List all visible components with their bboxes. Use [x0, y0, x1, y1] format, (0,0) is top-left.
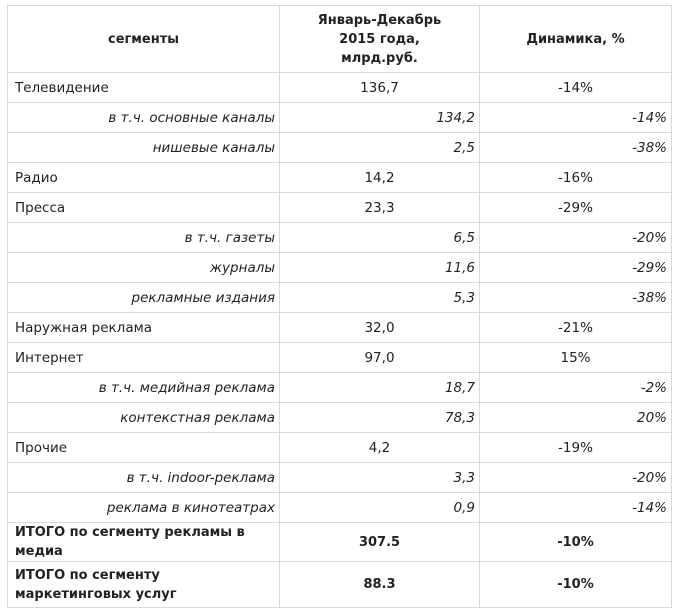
segment-cell: Радио	[7, 162, 280, 193]
segment-cell: Прочие	[7, 432, 280, 463]
segment-cell: реклама в кинотеатрах	[7, 492, 280, 523]
table-row: в т.ч. indoor-реклама 3,3 -20%	[7, 462, 672, 493]
value-cell: 5,3	[279, 282, 480, 313]
dynamics-cell: -20%	[479, 462, 672, 493]
table-row: рекламные издания 5,3 -38%	[7, 282, 672, 313]
table-row: нишевые каналы 2,5 -38%	[7, 132, 672, 163]
segment-cell: в т.ч. основные каналы	[7, 102, 280, 133]
segment-cell: Интернет	[7, 342, 280, 373]
dynamics-cell: -29%	[479, 192, 672, 223]
header-period-line3: млрд.руб.	[341, 50, 418, 66]
value-cell: 307.5	[279, 522, 480, 562]
segment-cell: журналы	[7, 252, 280, 283]
table-row: контекстная реклама 78,3 20%	[7, 402, 672, 433]
table-row: Радио 14,2 -16%	[7, 162, 672, 193]
dynamics-cell: -10%	[479, 561, 672, 608]
table-row: Интернет 97,0 15%	[7, 342, 672, 373]
dynamics-cell: -38%	[479, 282, 672, 313]
dynamics-cell: 20%	[479, 402, 672, 433]
value-cell: 6,5	[279, 222, 480, 253]
table-row: журналы 11,6 -29%	[7, 252, 672, 283]
dynamics-cell: 15%	[479, 342, 672, 373]
dynamics-cell: -2%	[479, 372, 672, 403]
dynamics-cell: -14%	[479, 72, 672, 103]
table-body: Телевидение 136,7 -14% в т.ч. основные кана…	[7, 72, 672, 608]
value-cell: 23,3	[279, 192, 480, 223]
value-cell: 2,5	[279, 132, 480, 163]
segment-cell: в т.ч. медийная реклама	[7, 372, 280, 403]
value-cell: 134,2	[279, 102, 480, 133]
value-cell: 11,6	[279, 252, 480, 283]
segment-cell: рекламные издания	[7, 282, 280, 313]
table-row: в т.ч. основные каналы 134,2 -14%	[7, 102, 672, 133]
dynamics-cell: -21%	[479, 312, 672, 343]
segment-cell: Пресса	[7, 192, 280, 223]
header-period: Январь-Декабрь 2015 года, млрд.руб.	[279, 5, 480, 73]
dynamics-cell: -20%	[479, 222, 672, 253]
value-cell: 32,0	[279, 312, 480, 343]
value-cell: 88.3	[279, 561, 480, 608]
dynamics-cell: -10%	[479, 522, 672, 562]
header-dynamics: Динамика, %	[479, 5, 672, 73]
segment-cell: контекстная реклама	[7, 402, 280, 433]
ad-market-table: сегменты Январь-Декабрь 2015 года, млрд.…	[7, 5, 672, 608]
dynamics-cell: -29%	[479, 252, 672, 283]
value-cell: 136,7	[279, 72, 480, 103]
dynamics-cell: -19%	[479, 432, 672, 463]
value-cell: 0,9	[279, 492, 480, 523]
table-row: Наружная реклама 32,0 -21%	[7, 312, 672, 343]
segment-cell: ИТОГО по сегменту рекламы в медиа	[7, 522, 280, 562]
dynamics-cell: -14%	[479, 102, 672, 133]
header-period-line2: 2015 года,	[339, 31, 420, 47]
segment-cell: в т.ч. газеты	[7, 222, 280, 253]
table-row: ИТОГО по сегменту рекламы в медиа 307.5 -1…	[7, 522, 672, 562]
table-row: в т.ч. медийная реклама 18,7 -2%	[7, 372, 672, 403]
segment-cell: Телевидение	[7, 72, 280, 103]
table-row: Телевидение 136,7 -14%	[7, 72, 672, 103]
value-cell: 3,3	[279, 462, 480, 493]
header-period-line1: Январь-Декабрь	[317, 12, 442, 28]
segment-cell: ИТОГО по сегменту маркетинговых услуг	[7, 561, 280, 608]
dynamics-cell: -38%	[479, 132, 672, 163]
value-cell: 14,2	[279, 162, 480, 193]
table-row: реклама в кинотеатрах 0,9 -14%	[7, 492, 672, 523]
value-cell: 4,2	[279, 432, 480, 463]
segment-cell: нишевые каналы	[7, 132, 280, 163]
segment-cell: в т.ч. indoor-реклама	[7, 462, 280, 493]
header-segment: сегменты	[7, 5, 280, 73]
table-row: Пресса 23,3 -29%	[7, 192, 672, 223]
table-row: Прочие 4,2 -19%	[7, 432, 672, 463]
table-row: в т.ч. газеты 6,5 -20%	[7, 222, 672, 253]
table-header-row: сегменты Январь-Декабрь 2015 года, млрд.…	[7, 5, 672, 73]
value-cell: 18,7	[279, 372, 480, 403]
dynamics-cell: -14%	[479, 492, 672, 523]
segment-cell: Наружная реклама	[7, 312, 280, 343]
value-cell: 97,0	[279, 342, 480, 373]
table-row: ИТОГО по сегменту маркетинговых услуг 88.…	[7, 561, 672, 608]
value-cell: 78,3	[279, 402, 480, 433]
dynamics-cell: -16%	[479, 162, 672, 193]
